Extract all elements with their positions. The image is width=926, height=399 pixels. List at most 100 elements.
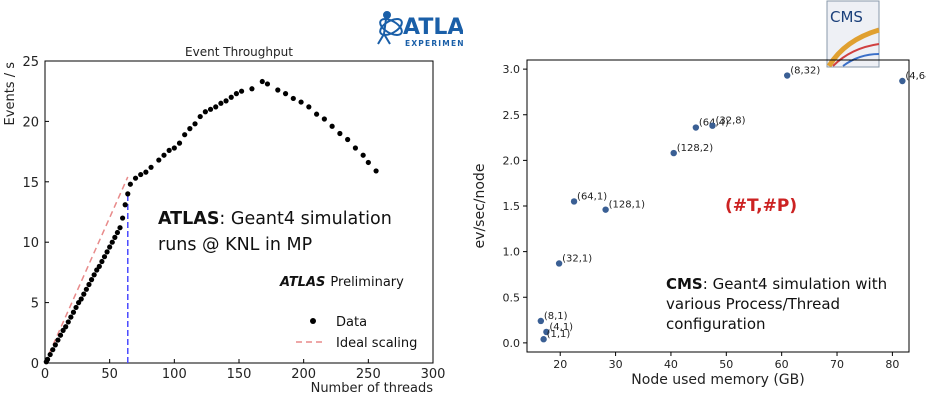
data-point [44,356,51,362]
point-label: (8,1) [544,311,568,322]
legend-data-marker [310,318,316,324]
data-point [73,304,79,311]
x-tick-label: 0 [41,367,49,382]
x-tick-label: 250 [356,367,381,382]
data-point [94,267,100,273]
data-point [306,104,312,110]
atlas-preliminary: ATLAS Preliminary [279,275,404,290]
data-point [55,337,61,343]
y-tick-label: 15 [22,176,39,191]
data-point [298,99,304,105]
data-point [52,342,58,348]
cms-annotation: CMS: Geant4 simulation with [666,275,887,293]
data-point [202,109,208,115]
data-point [670,149,677,157]
data-point [96,263,102,269]
x-tick-label: 100 [162,367,187,382]
data-point [112,234,118,240]
point-label: (8,32) [790,66,820,77]
data-point [122,202,128,208]
data-point [166,147,172,153]
data-point [197,113,203,120]
y-tick-label: 2.0 [503,154,521,167]
atlas-annotation: ATLAS: Geant4 simulation [158,209,392,229]
data-point [86,281,92,288]
cms-annotation-line1: : Geant4 simulation with [703,275,887,293]
data-point [101,254,108,260]
data-point [784,72,791,79]
x-tick-label: 300 [421,367,446,382]
ideal-scaling-line [44,176,129,364]
y-tick-label: 3.0 [503,63,521,76]
y-tick-label: 0.5 [503,291,521,304]
data-point [275,87,281,93]
data-point [120,215,126,221]
data-point [602,206,609,213]
point-label: (4,64) [905,71,926,82]
data-point [321,116,327,122]
data-point [148,164,154,170]
data-point [114,229,121,236]
cms-annotation-bold: CMS [666,275,703,293]
data-point [213,104,219,110]
point-label: (4,1) [549,322,573,333]
data-point [50,347,56,353]
atlas-logo: ATLAS EXPERIMENT [377,11,463,48]
data-point [373,168,379,174]
y-tick-label: 0.0 [503,337,521,350]
data-point [143,169,149,175]
data-point [91,272,97,278]
x-tick-label: 200 [291,367,316,382]
y-tick-label: 2.5 [503,109,521,122]
point-label: (128,2) [677,143,714,154]
cms-memory-chart: CMS 20 30 40 50 60 70 80 0.0 0.5 1.0 1.5 2.0 2.5 3.0… [472,0,926,388]
y-tick-label: 1.0 [503,246,521,259]
y-tick-label: 5 [31,297,39,312]
legend-ideal-label: Ideal scaling [336,336,417,351]
y-axis-label: Events / s [3,62,18,126]
data-point [88,277,95,283]
y-axis-label-right: ev/sec/node [472,164,488,249]
atlas-figure-icon [377,11,403,45]
data-point [161,152,167,158]
data-point [107,244,113,250]
x-tick-label: 80 [885,358,899,371]
y-tick-label: 1.5 [503,200,521,213]
tp-annotation: (#T,#P) [725,196,797,216]
data-point [207,106,214,112]
data-point [290,95,296,102]
data-point [117,225,123,231]
legend: Data Ideal scaling [296,315,417,351]
data-point [570,198,578,205]
data-point [81,291,87,297]
atlas-logo-text: ATLAS [403,15,463,40]
data-point [127,181,133,187]
data-point [218,100,224,106]
data-point [156,157,162,163]
data-point [692,124,700,131]
data-point [314,111,320,117]
atlas-logo-subtext: EXPERIMENT [405,39,463,48]
data-point [282,91,289,97]
point-label: (128,1) [609,200,646,211]
data-point [63,324,69,330]
point-label: (32,1) [562,253,592,264]
data-point [104,249,110,255]
data-point [109,239,115,245]
atlas-annotation-bold: ATLAS [158,209,219,229]
data-point [192,121,198,127]
data-point [60,327,66,333]
y-tick-label: 0 [31,357,39,372]
x-tick-label: 60 [775,358,789,371]
data-point [171,145,177,151]
cms-logo-tracks-icon [826,27,880,68]
atlas-preliminary-bold: ATLAS [279,275,325,290]
cms-annotation-line3: configuration [666,315,766,333]
data-point [228,94,234,100]
data-point [78,296,84,302]
cms-logo: CMS [826,0,880,68]
data-point [57,332,64,338]
data-point [537,317,545,325]
data-point [555,260,563,267]
data-point [540,336,547,343]
